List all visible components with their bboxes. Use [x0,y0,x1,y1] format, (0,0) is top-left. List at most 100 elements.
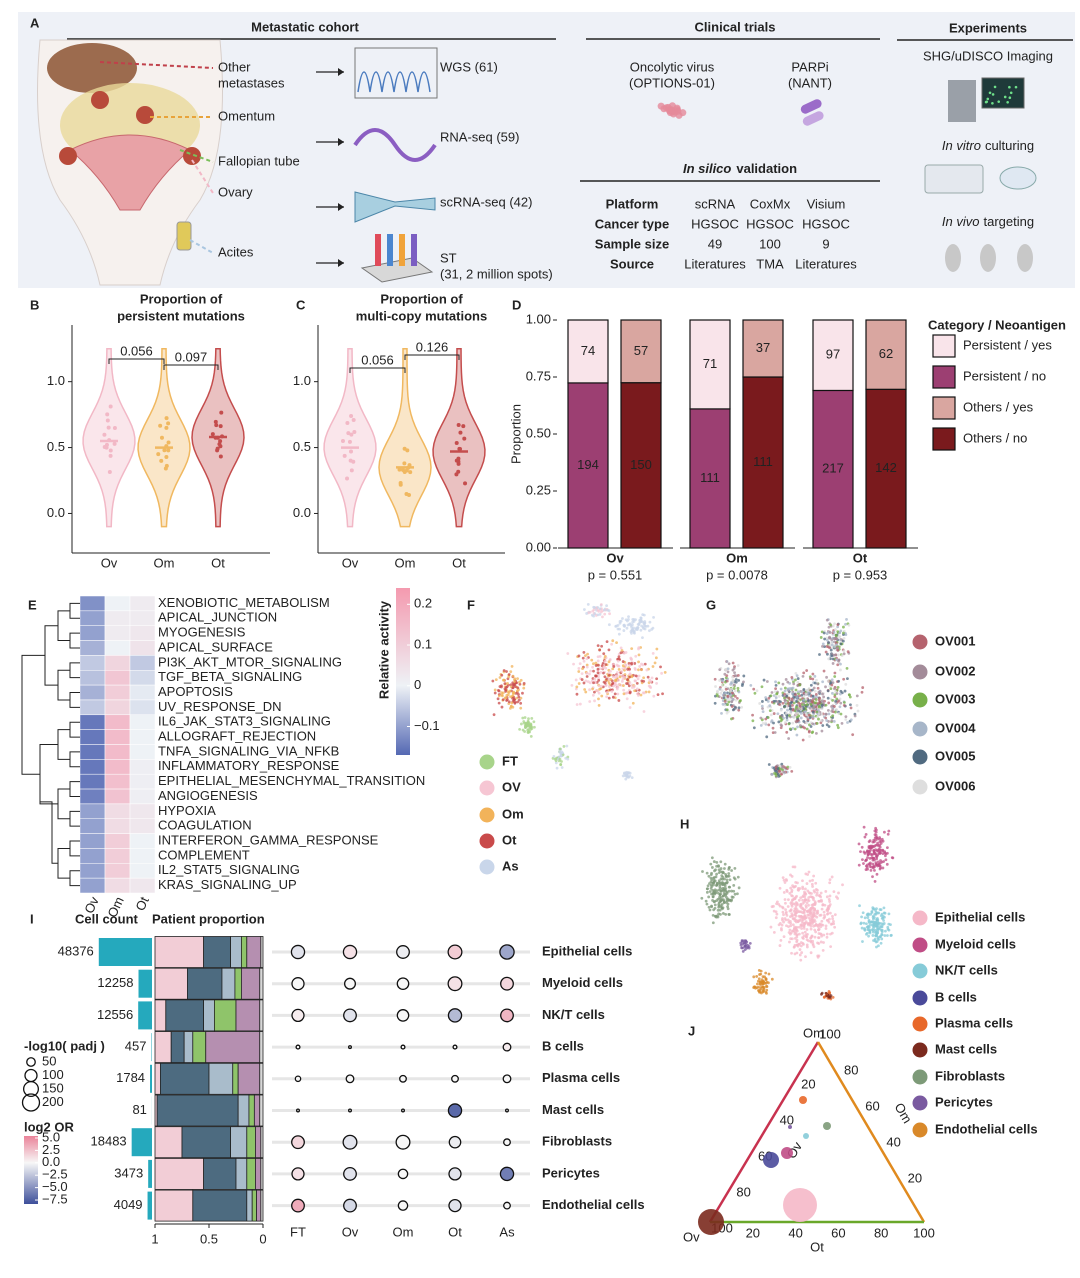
legend-marker [912,779,928,795]
umap-point [808,706,812,710]
jitter-point [348,458,353,463]
monitor-dot [985,100,989,104]
umap-point [496,697,500,701]
umap-point [811,677,815,681]
umap-point [867,920,871,923]
umap-point [725,674,729,678]
umap-point [831,681,835,685]
dendrogram [40,801,58,864]
umap-point [621,617,624,620]
umap-point [529,734,533,738]
umap-point [820,992,823,996]
heatmap-cell [129,759,156,775]
umap-point [880,925,884,929]
umap-point [610,642,614,646]
dot [296,1108,300,1113]
column-title: Patient proportion [152,911,265,926]
umap-point [593,606,597,609]
umap-point [717,868,721,872]
proportion-segment [248,1094,255,1127]
heatmap-cell [104,655,131,671]
umap-point [731,698,734,701]
umap-point [826,907,829,911]
jitter-point [162,448,167,453]
umap-point [717,879,721,883]
legend-marker [912,664,928,680]
pathway-label: IL6_JAK_STAT3_SIGNALING [158,714,331,729]
jitter-point [156,452,161,457]
table-cell: Literatures [684,256,746,271]
umap-point [493,691,497,695]
umap-point [728,697,732,701]
umap-point [815,731,818,735]
ternary-point [788,1125,792,1129]
colorbar-label: 0.1 [414,636,432,651]
umap-point [710,905,713,909]
umap-point [880,933,884,936]
violin [82,347,136,528]
heatmap-cell [104,610,131,626]
facet-label: Ot [853,550,868,565]
legend-marker [912,1095,928,1111]
heatmap-cell [129,714,156,730]
count-label: 37 [756,340,770,355]
monitor-dot [991,102,994,105]
umap-point [502,669,506,672]
umap-point [885,846,889,850]
umap-point [597,703,601,707]
umap-point [803,923,806,926]
dot [448,1135,462,1149]
umap-point [721,870,725,874]
umap-point [760,978,764,982]
umap-point [790,676,794,679]
umap-point [809,927,813,931]
umap-point [794,895,798,899]
umap-point [785,730,789,734]
umap-point [785,718,789,722]
umap-point [501,698,505,702]
umap-point [842,652,846,656]
umap-point [578,702,582,706]
umap-point [729,693,733,697]
umap-point [616,685,620,689]
ternary-tick-label: 20 [801,1077,815,1092]
umap-point [881,849,885,853]
umap-point [793,885,796,889]
size-legend-label: 50 [42,1053,56,1068]
dendrogram [69,662,80,679]
dot [291,977,305,991]
jitter-point [398,482,403,487]
section-title: Experiments [949,20,1027,35]
ternary-side [816,1041,926,1223]
jitter-point [112,426,117,431]
lesion [183,147,201,165]
umap-point [795,733,799,737]
umap-point [774,687,778,690]
umap-point [585,665,589,669]
umap-point [613,692,617,696]
umap-point [790,888,794,892]
ternary-point [763,1152,779,1168]
umap-point [816,955,820,959]
umap-point [603,654,607,658]
umap-point [812,920,815,924]
umap-point [800,693,804,697]
umap-point [642,710,646,713]
umap-point [615,641,618,645]
colorbar-label: 0 [414,677,421,692]
umap-point [597,684,601,688]
umap-point [558,757,562,761]
umap-point [881,852,885,856]
umap-point [781,910,785,914]
umap-point [855,694,859,698]
umap-point [879,866,882,870]
umap-point [724,872,728,876]
umap-point [805,945,809,949]
umap-point [777,681,781,685]
umap-point [581,656,585,660]
count-label: 1784 [116,1070,145,1085]
umap-point [797,925,801,929]
umap-point [513,701,517,705]
umap-point [774,683,778,687]
umap-point [719,867,723,870]
